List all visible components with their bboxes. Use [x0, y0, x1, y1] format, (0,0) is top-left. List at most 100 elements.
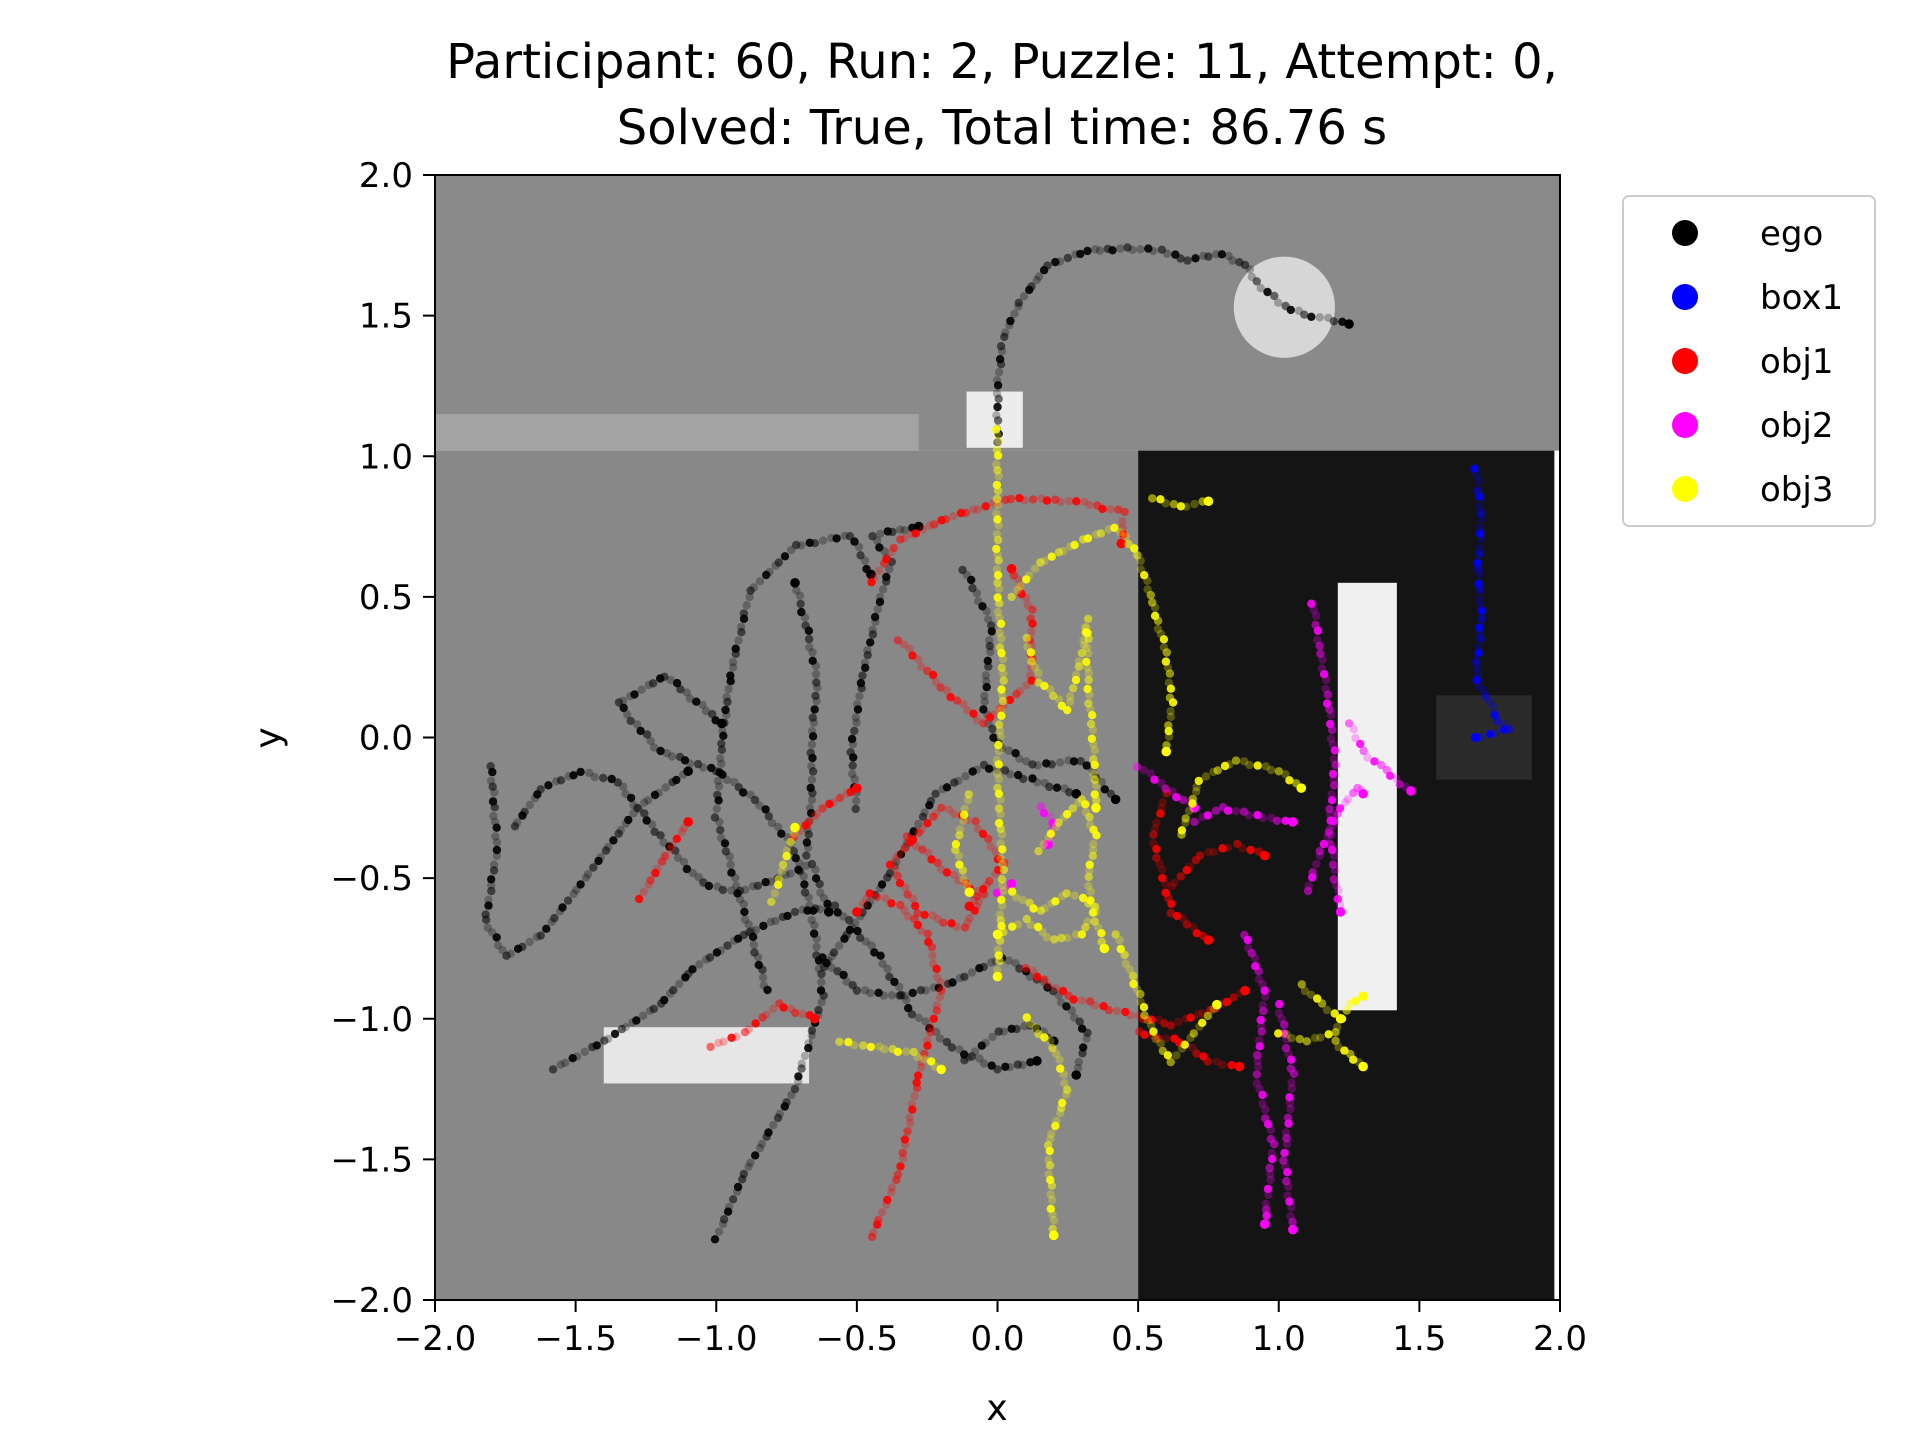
obj3-point: [1062, 889, 1071, 898]
ego-point: [636, 726, 645, 736]
ego-point: [734, 636, 743, 645]
ego-point: [550, 913, 559, 923]
ego-point: [662, 748, 672, 758]
obj2-point: [1261, 992, 1270, 1001]
obj3-point: [1240, 757, 1249, 766]
obj3-point: [1087, 734, 1097, 743]
ego-point: [713, 776, 723, 786]
obj3-point: [997, 648, 1006, 658]
obj2-path-4: [1274, 999, 1299, 1235]
obj1-point: [1158, 873, 1167, 883]
ego-point: [853, 705, 863, 714]
ego-point: [856, 933, 865, 942]
obj1-point: [908, 834, 918, 844]
obj3-point: [999, 669, 1008, 678]
ego-point: [518, 942, 527, 951]
obj2-point: [1280, 1148, 1289, 1158]
ego-point: [718, 885, 728, 895]
obj3-point: [1054, 548, 1064, 557]
ego-point: [781, 870, 790, 879]
obj3-point: [1068, 684, 1078, 693]
obj2-point: [1304, 881, 1313, 890]
obj3-point: [850, 1041, 859, 1050]
obj1-point: [932, 1006, 941, 1015]
ego-point: [882, 572, 891, 582]
obj3-point: [1046, 829, 1056, 838]
obj2-point: [1281, 816, 1290, 825]
obj3-point: [774, 875, 783, 884]
obj1-point: [907, 1100, 917, 1109]
obj1-point: [1227, 1061, 1236, 1070]
obj3-point: [1287, 1034, 1296, 1043]
obj3-point: [1245, 760, 1254, 770]
obj3-point: [1063, 1085, 1072, 1094]
ego-point: [751, 1151, 760, 1160]
ego-point: [745, 928, 754, 937]
ego-point: [791, 853, 800, 863]
ego-point: [513, 818, 522, 827]
obj1-point: [932, 1001, 942, 1010]
ego-point: [630, 690, 639, 699]
ego-point: [688, 965, 697, 974]
obj3-point: [997, 685, 1006, 694]
ego-point: [803, 906, 812, 915]
ego-point: [808, 767, 818, 776]
obj3-point: [1086, 887, 1096, 896]
ego-point: [1032, 275, 1041, 285]
obj3-point: [1016, 582, 1025, 591]
ego-point: [908, 988, 917, 998]
series-obj2: [992, 599, 1416, 1235]
obj1-point: [887, 1188, 896, 1197]
ego-point: [659, 838, 668, 847]
plot-area: [434, 174, 1561, 1301]
obj3-path-13: [951, 790, 975, 897]
obj3-point: [1085, 866, 1094, 875]
obj2-point: [1263, 1184, 1273, 1194]
x-tick-label: −0.5: [816, 1319, 899, 1359]
ego-point: [851, 713, 860, 722]
obj3-point: [1324, 1030, 1333, 1039]
box1-point: [1476, 535, 1486, 544]
ego-point: [723, 941, 732, 950]
obj1-point: [872, 892, 881, 902]
box1-point: [1481, 692, 1490, 701]
ego-point: [727, 868, 736, 877]
obj1-point: [991, 847, 1000, 856]
obj3-path-11: [1148, 494, 1214, 511]
ego-point: [728, 658, 738, 667]
ego-point: [568, 1054, 577, 1063]
obj3-point: [995, 957, 1004, 966]
ego-point: [810, 705, 819, 714]
obj2-point: [1333, 894, 1343, 904]
ego-point: [873, 604, 882, 614]
ego-point: [1069, 757, 1079, 766]
obj3-point: [1176, 502, 1186, 511]
obj3-point: [1092, 796, 1101, 805]
obj1-point: [1069, 995, 1078, 1004]
obj1-endpoint: [1259, 850, 1270, 861]
obj2-point: [1132, 762, 1142, 771]
obj3-point: [1139, 1003, 1149, 1012]
ego-point: [548, 1065, 558, 1074]
obj1-point: [936, 864, 945, 874]
ego-point: [576, 767, 585, 777]
obj3-point: [1040, 1033, 1049, 1042]
obj2-point: [1264, 1190, 1273, 1200]
obj3-point: [1025, 1019, 1034, 1029]
obj1-point: [1150, 824, 1160, 833]
obj3-point: [1074, 662, 1084, 671]
obj1-point: [1119, 530, 1128, 539]
obj3-point: [1220, 761, 1230, 771]
obj1-point: [867, 578, 876, 587]
ego-point: [731, 881, 741, 891]
box1-point: [1485, 697, 1494, 706]
obj3-point: [1070, 540, 1079, 550]
ego-point: [600, 1036, 609, 1045]
obj2-point: [1356, 739, 1365, 749]
obj3-point: [1080, 641, 1089, 650]
box1-endpoint: [1470, 732, 1481, 743]
obj3-point: [996, 732, 1005, 741]
obj3-point: [1097, 929, 1106, 938]
ego-point: [921, 986, 930, 995]
obj1-point: [1204, 848, 1213, 857]
